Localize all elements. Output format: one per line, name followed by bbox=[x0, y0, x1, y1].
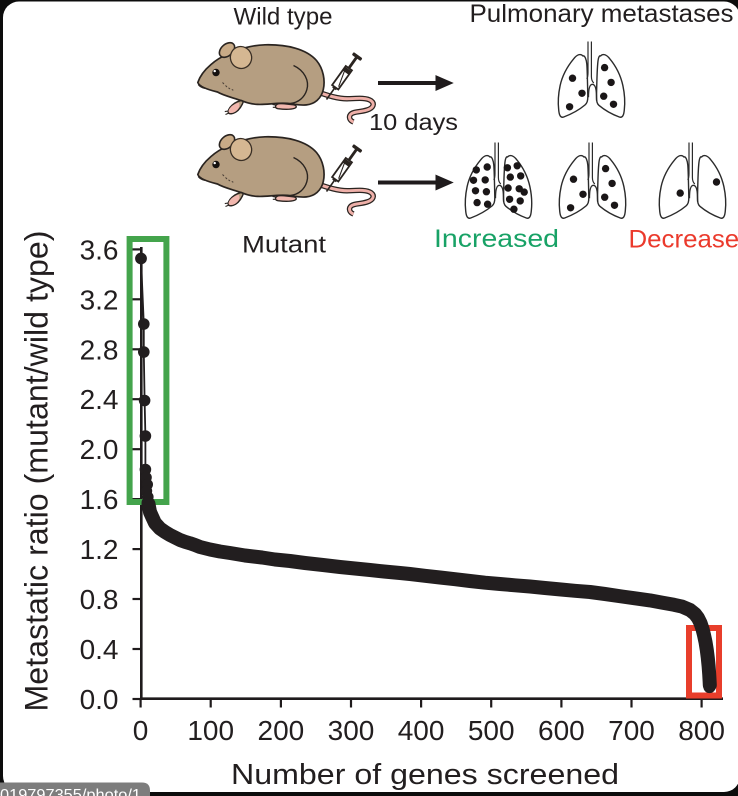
svg-text:300: 300 bbox=[328, 715, 375, 746]
svg-text:1.6: 1.6 bbox=[80, 484, 119, 515]
svg-text:Number of genes screened: Number of genes screened bbox=[231, 759, 619, 791]
svg-text:0: 0 bbox=[133, 715, 149, 746]
svg-text:1.2: 1.2 bbox=[80, 534, 119, 565]
svg-text:Metastatic ratio (mutant/wild: Metastatic ratio (mutant/wild type) bbox=[19, 230, 55, 711]
svg-text:Wild type: Wild type bbox=[234, 4, 333, 31]
svg-text:Decreased: Decreased bbox=[629, 225, 738, 253]
svg-text:100: 100 bbox=[187, 715, 234, 746]
svg-text:2.8: 2.8 bbox=[80, 334, 119, 365]
svg-text:2.0: 2.0 bbox=[80, 434, 119, 465]
svg-text:2.4: 2.4 bbox=[80, 384, 119, 415]
svg-text:10 days: 10 days bbox=[369, 109, 458, 135]
svg-text:0.8: 0.8 bbox=[80, 584, 119, 615]
svg-text:Mutant: Mutant bbox=[242, 232, 326, 259]
svg-text:800: 800 bbox=[678, 715, 725, 746]
svg-text:200: 200 bbox=[258, 715, 305, 746]
svg-text:700: 700 bbox=[608, 715, 655, 746]
svg-text:0.0: 0.0 bbox=[80, 684, 119, 715]
svg-text:3.2: 3.2 bbox=[80, 284, 119, 315]
svg-text:500: 500 bbox=[468, 715, 515, 746]
svg-text:0.4: 0.4 bbox=[80, 634, 119, 665]
svg-text:Increased: Increased bbox=[434, 225, 559, 253]
svg-text:Pulmonary metastases: Pulmonary metastases bbox=[470, 0, 734, 28]
svg-text:400: 400 bbox=[398, 715, 445, 746]
svg-text:600: 600 bbox=[538, 715, 585, 746]
svg-text:019797355/photo/1: 019797355/photo/1 bbox=[0, 787, 141, 796]
svg-text:3.6: 3.6 bbox=[80, 234, 119, 265]
